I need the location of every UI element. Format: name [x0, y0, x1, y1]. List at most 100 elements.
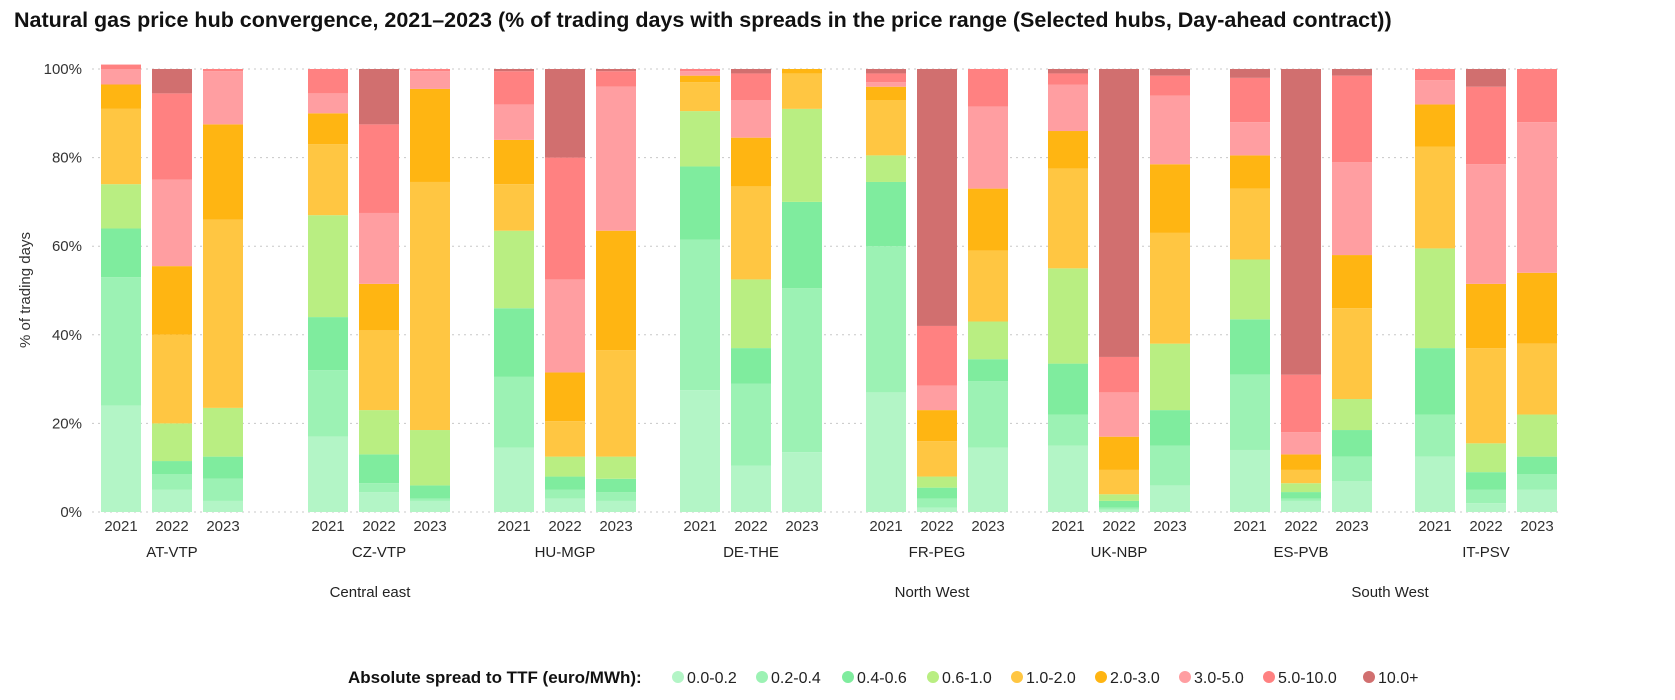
- bar-segment: [203, 219, 243, 408]
- bar-segment: [1150, 343, 1190, 411]
- bar-segment: [1415, 348, 1455, 415]
- bar-segment: [545, 69, 585, 158]
- bar-segment: [1048, 69, 1088, 74]
- bar-segment: [1150, 75, 1190, 96]
- hub-group: [866, 69, 1008, 512]
- legend-label: 0.0-0.2: [687, 670, 737, 687]
- bar-segment: [968, 250, 1008, 322]
- legend-swatch: [1263, 671, 1275, 683]
- bar-segment: [494, 104, 534, 140]
- bar-segment: [1415, 69, 1455, 81]
- bar-segment: [545, 157, 585, 280]
- bar-segment: [101, 228, 141, 278]
- bar-segment: [152, 474, 192, 490]
- bar-segment: [410, 430, 450, 486]
- x-tick-year: 2022: [548, 518, 581, 535]
- bar-segment: [359, 454, 399, 484]
- bar-segment: [866, 100, 906, 156]
- bar-segment: [410, 498, 450, 501]
- bar-segment: [1099, 356, 1139, 393]
- hub-label: HU-MGP: [535, 544, 596, 561]
- hub-group: [680, 69, 822, 512]
- region-label: Central east: [330, 584, 412, 601]
- bar-segment: [152, 461, 192, 475]
- bar-segment: [1332, 162, 1372, 256]
- bar-segment: [917, 410, 957, 442]
- bar-segment: [1517, 122, 1557, 273]
- bar-segment: [1099, 469, 1139, 495]
- legend: Absolute spread to TTF (euro/MWh): 0.0-0…: [348, 668, 1418, 687]
- y-tick-label: 100%: [44, 61, 82, 78]
- y-tick-label: 80%: [52, 150, 82, 167]
- legend-item: 0.4-0.6: [842, 670, 907, 687]
- bar-segment: [1281, 492, 1321, 499]
- bar-segment: [680, 71, 720, 76]
- y-axis-ticks: 0% 20% 40% 60% 80% 100%: [44, 61, 82, 521]
- bar-segment: [1230, 122, 1270, 156]
- bar-segment: [152, 423, 192, 462]
- bar-segment: [917, 69, 957, 326]
- bar-segment: [731, 279, 771, 349]
- bar-segment: [101, 277, 141, 406]
- bar-segment: [731, 73, 771, 101]
- legend-item: 2.0-3.0: [1095, 670, 1160, 687]
- legend-swatch: [756, 671, 768, 683]
- bar-segment: [1099, 507, 1139, 510]
- bar-segment: [308, 436, 348, 512]
- bar-segment: [1150, 95, 1190, 165]
- bar-segment: [1332, 399, 1372, 431]
- bar-segment: [1281, 454, 1321, 470]
- bar-segment: [731, 348, 771, 384]
- bar-segment: [1048, 131, 1088, 169]
- legend-label: 0.2-0.4: [771, 670, 821, 687]
- bar-segment: [1332, 308, 1372, 400]
- hub-group: [308, 69, 450, 512]
- bar-segment: [680, 75, 720, 83]
- bar-segment: [359, 483, 399, 493]
- bar-segment: [1099, 436, 1139, 470]
- bar-segment: [101, 69, 141, 85]
- bar-segment: [596, 86, 636, 231]
- bar-segment: [1150, 485, 1190, 512]
- bar-segment: [1099, 509, 1139, 512]
- bar-segment: [680, 390, 720, 512]
- bar-segment: [1048, 168, 1088, 269]
- bar-segment: [1099, 500, 1139, 508]
- bar-segment: [1332, 430, 1372, 457]
- bar-segment: [731, 465, 771, 512]
- bar-segment: [203, 407, 243, 457]
- bar-segment: [680, 111, 720, 167]
- bar-segment: [1230, 449, 1270, 512]
- region-label: South West: [1351, 584, 1429, 601]
- bar-segment: [596, 492, 636, 501]
- bar-segment: [1281, 69, 1321, 375]
- bar-segment: [1466, 503, 1506, 512]
- hub-label: FR-PEG: [909, 544, 966, 561]
- bar-segment: [1230, 77, 1270, 123]
- bar-segment: [203, 478, 243, 501]
- bar-segment: [782, 73, 822, 109]
- bar-segment: [1415, 248, 1455, 349]
- bar-segment: [359, 492, 399, 512]
- bar-segment: [1517, 272, 1557, 344]
- bar-segment: [545, 456, 585, 477]
- legend-swatch: [1095, 671, 1107, 683]
- bar-segment: [1281, 483, 1321, 493]
- legend-label: 5.0-10.0: [1278, 670, 1337, 687]
- x-tick-year: 2023: [1335, 518, 1368, 535]
- bar-segment: [152, 489, 192, 512]
- hub-group: [494, 69, 636, 512]
- legend-item: 1.0-2.0: [1011, 670, 1076, 687]
- legend-swatch: [1179, 671, 1191, 683]
- bar-segment: [359, 330, 399, 411]
- bar-segment: [782, 69, 822, 74]
- bar-segment: [494, 230, 534, 309]
- bar-segment: [968, 381, 1008, 448]
- y-tick-label: 40%: [52, 327, 82, 344]
- bar-segment: [680, 166, 720, 240]
- bar-segment: [1150, 232, 1190, 344]
- bar-segment: [152, 69, 192, 94]
- legend-swatch: [842, 671, 854, 683]
- hub-group: [101, 64, 243, 512]
- bar-segment: [545, 421, 585, 457]
